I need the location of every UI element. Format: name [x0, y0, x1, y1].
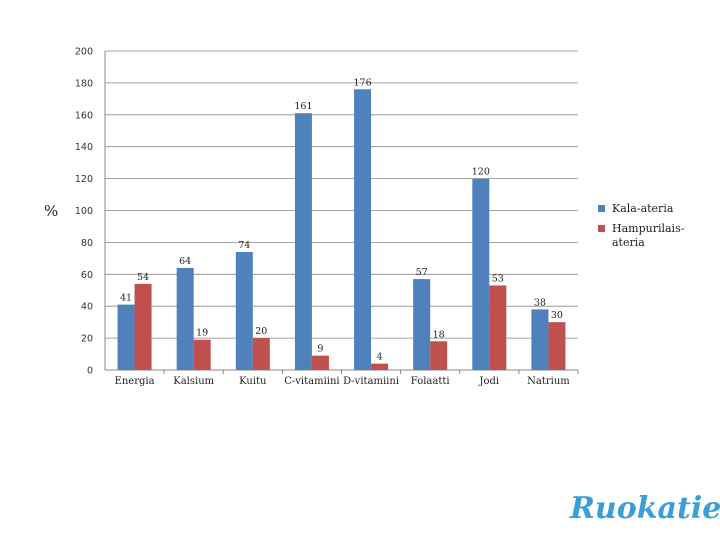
logo-text: Ruokatieto	[569, 491, 720, 526]
legend-label: Hampurilais-ateria	[612, 222, 685, 249]
x-tick-label: Kuitu	[239, 376, 267, 387]
bar	[472, 178, 490, 370]
bar	[252, 338, 270, 370]
y-tick-label: 200	[75, 47, 93, 58]
data-label: 64	[179, 256, 191, 267]
bar	[531, 309, 549, 370]
bar	[354, 89, 372, 370]
y-tick-label: 0	[87, 366, 93, 377]
bar	[430, 341, 448, 370]
bar	[489, 285, 507, 370]
legend-label: Kala-ateria	[612, 202, 674, 215]
bar	[193, 339, 211, 370]
bar	[134, 283, 152, 370]
x-tick-label: Natrium	[527, 376, 570, 387]
y-tick-label: 80	[81, 238, 93, 249]
bars	[117, 89, 566, 370]
x-tick-label: D-vitamiini	[343, 376, 399, 387]
y-tick-label: 160	[75, 110, 93, 121]
bar	[371, 363, 389, 370]
y-tick-label: 100	[75, 206, 93, 217]
legend-swatch	[598, 205, 605, 212]
data-label: 57	[416, 267, 428, 278]
ruokatieto-logo: Ruokatieto	[569, 491, 720, 526]
data-label: 18	[433, 329, 445, 340]
y-tick-label: 140	[75, 142, 93, 153]
y-tick-label: 180	[75, 78, 93, 89]
y-tick-label: 120	[75, 174, 93, 185]
x-tick-label: Folaatti	[411, 376, 450, 387]
bar	[176, 267, 194, 370]
bar	[294, 113, 312, 370]
data-label: 176	[353, 77, 371, 88]
y-axis-label: %	[44, 202, 58, 220]
bar	[117, 304, 135, 370]
y-tick-label: 40	[81, 302, 93, 313]
bar	[413, 279, 431, 370]
legend: Kala-ateria Hampurilais-ateria	[598, 202, 685, 249]
data-labels: 41 54 64 19 74 20 161 9 176 4 57 18 120 53 38 30	[120, 77, 563, 362]
data-label: 120	[472, 167, 490, 178]
data-label: 20	[255, 326, 267, 337]
bar	[311, 355, 329, 370]
data-label: 9	[317, 344, 323, 355]
data-label: 19	[196, 328, 208, 339]
bar	[235, 251, 253, 370]
y-tick-label: 20	[81, 334, 93, 345]
x-tick-label: C-vitamiini	[284, 376, 339, 387]
x-tick-label: Kalsium	[173, 376, 214, 387]
data-label: 53	[492, 273, 504, 284]
data-label: 41	[120, 293, 132, 304]
y-tick-label: 60	[81, 270, 93, 281]
x-tick-label: Energia	[115, 376, 155, 387]
data-label: 4	[377, 352, 383, 363]
data-label: 38	[534, 297, 546, 308]
gridlines	[105, 50, 578, 371]
legend-swatch	[598, 225, 605, 232]
x-tick-label: Jodi	[478, 376, 499, 387]
data-label: 74	[238, 240, 250, 251]
data-label: 30	[551, 310, 563, 321]
data-label: 54	[137, 272, 149, 283]
data-label: 161	[294, 101, 312, 112]
bar	[548, 322, 566, 370]
